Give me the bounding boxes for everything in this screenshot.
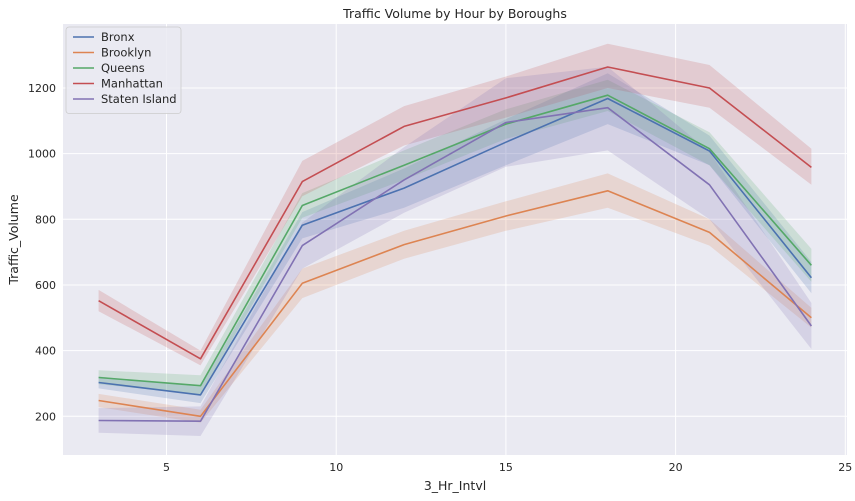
- x-tick-label: 10: [329, 461, 343, 474]
- legend-label: Manhattan: [101, 77, 163, 91]
- series-line: [98, 97, 813, 396]
- grid: [63, 24, 847, 455]
- confidence-band: [98, 79, 812, 395]
- series-line: [98, 106, 813, 423]
- y-tick-label: 200: [35, 410, 56, 423]
- series-line: [98, 66, 812, 360]
- series-line: [98, 94, 813, 387]
- y-tick-label: 600: [35, 279, 56, 292]
- x-tick-label: 5: [163, 461, 170, 474]
- y-axis-title: Traffic_Volume: [6, 194, 21, 286]
- x-tick-label: 20: [669, 461, 683, 474]
- y-tick-label: 800: [35, 213, 56, 226]
- plot-background: [63, 24, 847, 455]
- confidence-bands: [98, 43, 812, 436]
- x-axis-title: 3_Hr_Intvl: [424, 478, 486, 493]
- confidence-band: [98, 173, 812, 423]
- series-lines: [98, 66, 813, 423]
- series-line: [98, 190, 812, 418]
- chart-title: Traffic Volume by Hour by Boroughs: [342, 6, 567, 21]
- confidence-band: [98, 43, 812, 366]
- legend-label: Queens: [101, 61, 145, 75]
- y-tick-label: 400: [35, 345, 56, 358]
- legend-box: [65, 26, 182, 114]
- legend-label: Bronx: [101, 30, 135, 44]
- confidence-band: [98, 66, 812, 436]
- tick-labels: 5 10 15 20 25 200 400 600 800 1000 1200: [28, 82, 852, 474]
- y-tick-label: 1000: [28, 148, 56, 161]
- x-tick-label: 25: [838, 461, 852, 474]
- y-tick-label: 1200: [28, 82, 56, 95]
- legend-label: Staten Island: [101, 92, 177, 106]
- legend-label: Brooklyn: [101, 46, 151, 60]
- x-tick-label: 15: [499, 461, 513, 474]
